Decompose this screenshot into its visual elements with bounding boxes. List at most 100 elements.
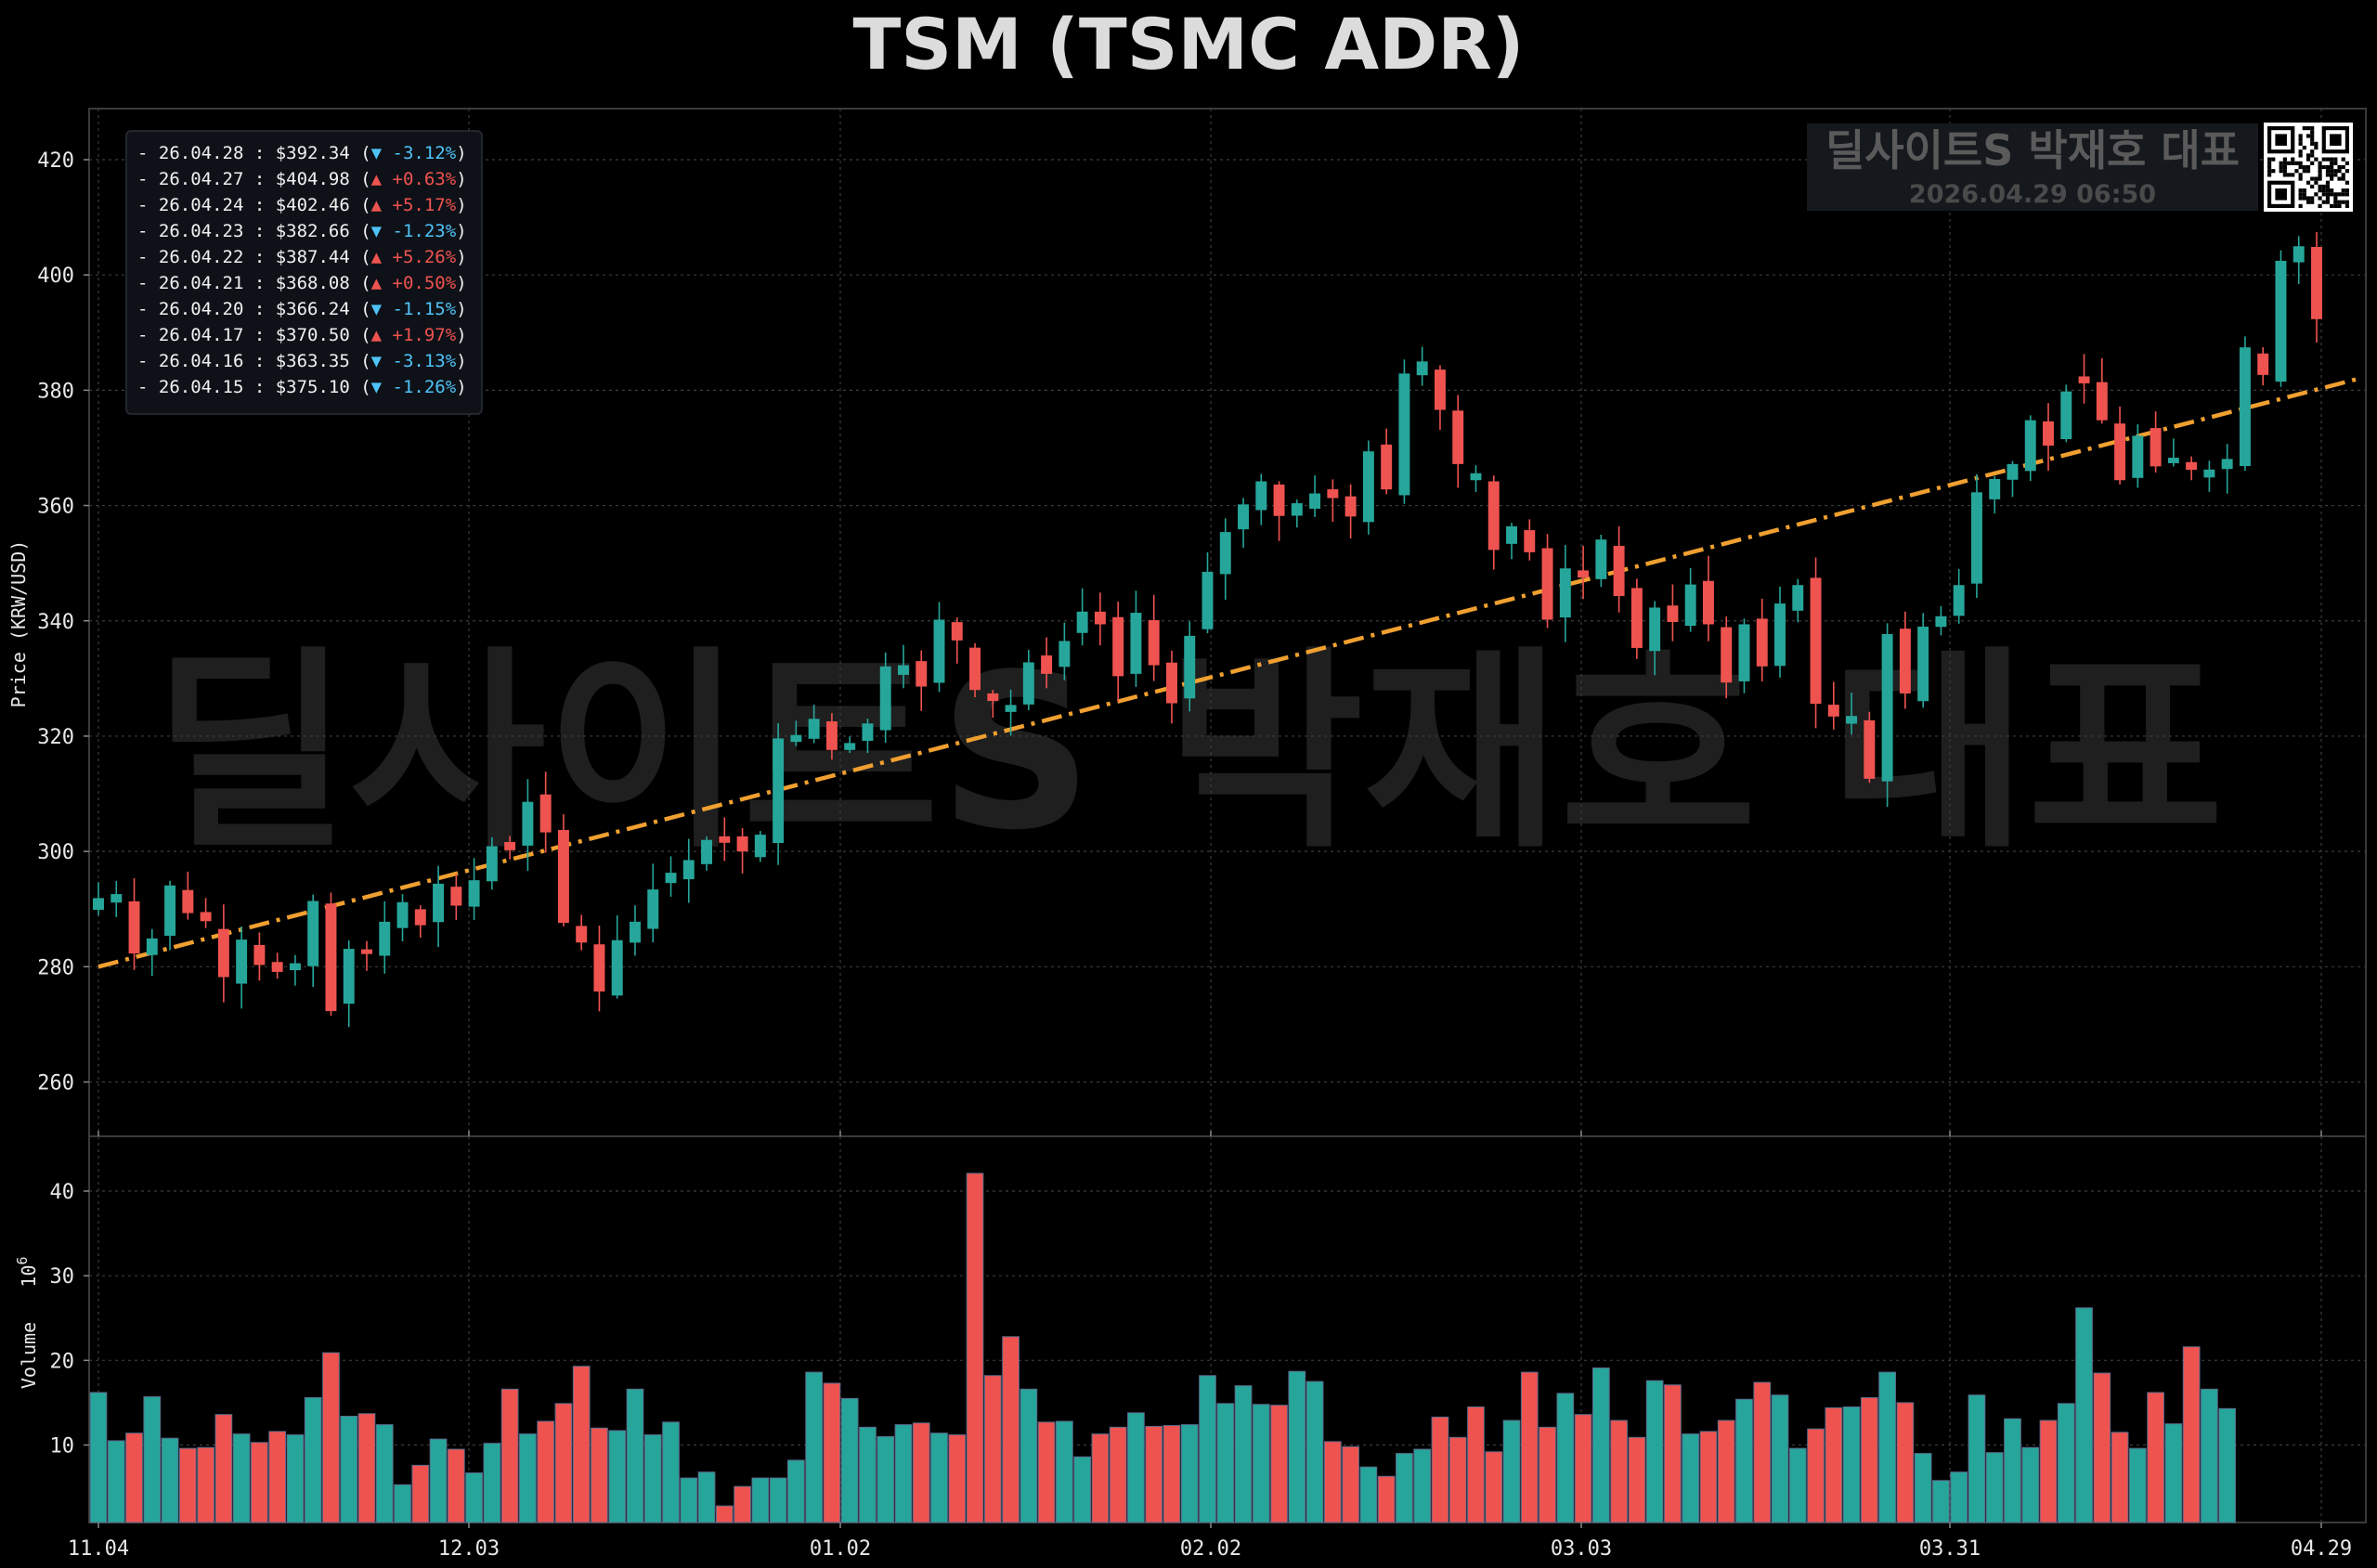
qr-module	[2318, 196, 2322, 201]
volume-bar	[823, 1382, 841, 1523]
candle-body	[2275, 260, 2287, 382]
candle-body	[1506, 525, 1517, 544]
qr-module	[2294, 161, 2299, 165]
qr-module	[2318, 188, 2322, 193]
price-tick-label: 360	[37, 496, 74, 519]
volume-bar	[2039, 1419, 2058, 1523]
candle-body	[1094, 611, 1106, 625]
qr-module	[2325, 169, 2331, 174]
candle-body	[1756, 618, 1768, 667]
volume-bar	[1180, 1424, 1199, 1523]
volume-bar	[500, 1388, 519, 1523]
volume-bar	[1396, 1453, 1413, 1523]
qr-module	[2286, 161, 2292, 165]
volume-bar	[1145, 1425, 1163, 1523]
candle-body	[289, 963, 301, 971]
qr-module	[2298, 173, 2303, 177]
qr-module	[2314, 176, 2319, 181]
candle-body	[468, 880, 480, 907]
volume-bar	[1968, 1394, 1986, 1523]
volume-bar	[1591, 1367, 1610, 1523]
volume-bar	[2004, 1418, 2021, 1523]
volume-bar	[2111, 1432, 2129, 1523]
volume-bar	[840, 1397, 859, 1523]
price-tick-label: 300	[37, 841, 74, 864]
candle-body	[879, 666, 891, 731]
volume-bar	[1163, 1425, 1181, 1523]
qr-module	[2282, 164, 2287, 170]
volume-bar	[877, 1435, 895, 1523]
volume-bar	[161, 1437, 179, 1523]
candle-body	[1452, 410, 1464, 464]
qr-module	[2341, 173, 2345, 177]
volume-bar	[1985, 1452, 2004, 1523]
qr-module	[2271, 157, 2276, 162]
candle-body	[182, 889, 194, 914]
qr-finder-core	[2275, 188, 2287, 201]
candle-body	[1613, 546, 1625, 597]
qr-module	[2267, 157, 2272, 162]
volume-bar	[268, 1431, 287, 1523]
candle-body	[665, 873, 677, 884]
candle-body	[2043, 421, 2054, 446]
candle-body	[128, 901, 140, 954]
candle-body	[593, 944, 605, 992]
candle-body	[2203, 469, 2215, 478]
qr-module	[2341, 176, 2345, 181]
volume-bar	[572, 1366, 591, 1523]
qr-module	[2279, 161, 2283, 165]
volume-bar	[1073, 1456, 1091, 1523]
price-tick-label: 420	[37, 149, 74, 173]
qr-module	[2345, 203, 2349, 208]
candle-body	[236, 940, 248, 984]
qr-module	[2306, 126, 2311, 131]
volume-tick-label: 40	[50, 1181, 75, 1204]
qr-module	[2291, 157, 2295, 162]
candle-body	[271, 962, 283, 972]
volume-bar	[411, 1464, 430, 1523]
candle-body	[808, 719, 820, 739]
qr-module	[2325, 173, 2331, 177]
volume-bar	[1431, 1416, 1449, 1523]
qr-module	[2333, 192, 2338, 197]
volume-bar	[357, 1413, 376, 1523]
candle-body	[647, 889, 659, 929]
qr-module	[2306, 157, 2311, 162]
volume-bar	[859, 1426, 877, 1523]
qr-module	[2325, 180, 2331, 185]
candle-body	[379, 921, 391, 956]
candle-body	[343, 949, 355, 1004]
qr-module	[2325, 157, 2331, 162]
candle-body	[1846, 716, 1858, 724]
legend-box	[125, 130, 483, 415]
candle-body	[1201, 571, 1214, 629]
qr-module	[2333, 196, 2338, 201]
candle-body	[1238, 504, 1250, 530]
legend-row: - 26.04.17 : $370.50 (▲ +1.97%)	[137, 325, 467, 345]
candle-body	[200, 912, 212, 922]
candle-body	[1917, 626, 1929, 702]
qr-module	[2310, 137, 2315, 142]
qr-module	[2310, 196, 2315, 201]
qr-module	[2291, 173, 2295, 177]
candle-body	[2132, 435, 2144, 478]
candle-body	[1792, 585, 1804, 611]
qr-module	[2337, 203, 2342, 208]
qr-module	[2341, 157, 2345, 162]
candle-body	[1255, 481, 1267, 511]
volume-bar	[304, 1396, 322, 1523]
candle-body	[1041, 655, 1053, 674]
volume-bar	[1682, 1433, 1700, 1523]
qr-module	[2282, 173, 2287, 177]
candle-body	[1989, 478, 2001, 499]
volume-bar	[1610, 1419, 1628, 1523]
candle-body	[773, 738, 785, 844]
volume-bar	[805, 1371, 824, 1523]
volume-bar	[89, 1392, 108, 1523]
x-tick-label: 12.03	[438, 1537, 500, 1561]
qr-module	[2325, 200, 2331, 204]
qr-module	[2330, 164, 2334, 170]
volume-bar	[2128, 1447, 2147, 1523]
qr-module	[2298, 141, 2303, 146]
